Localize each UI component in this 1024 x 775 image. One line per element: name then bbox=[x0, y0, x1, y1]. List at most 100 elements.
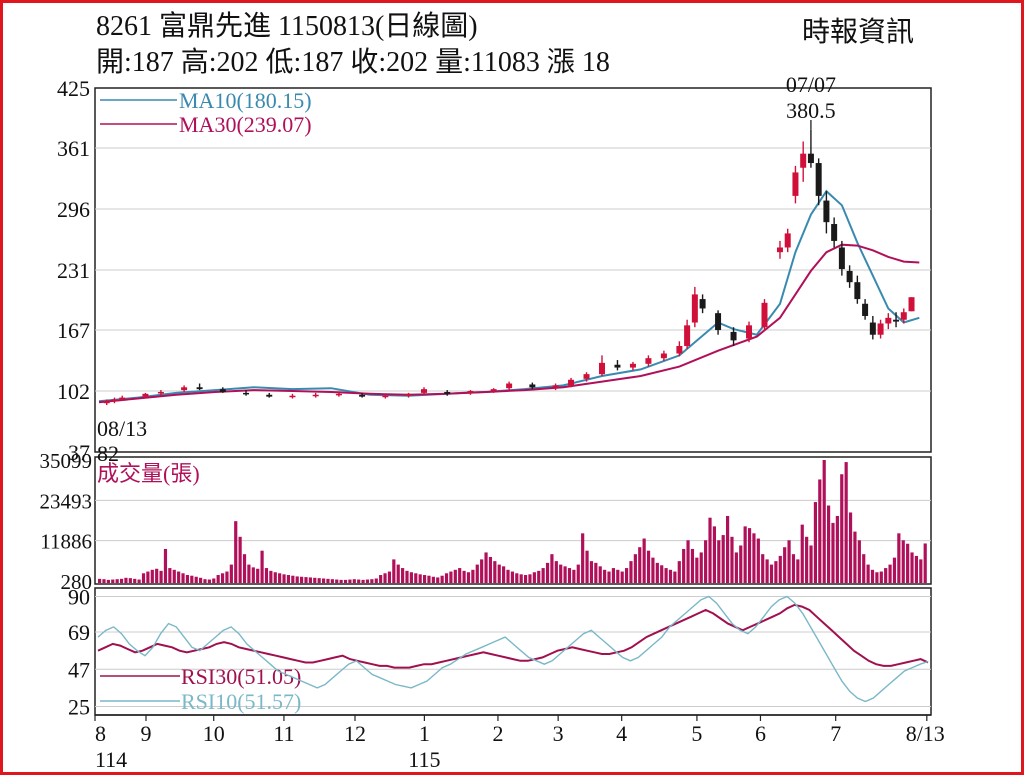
volume-tick-label: 23493 bbox=[40, 489, 93, 513]
candle-body bbox=[111, 399, 118, 401]
volume-bar bbox=[541, 568, 545, 583]
volume-bar bbox=[370, 579, 374, 583]
volume-bar bbox=[638, 547, 642, 583]
volume-bar bbox=[172, 569, 176, 583]
candle-body bbox=[862, 303, 869, 316]
x-tick-label: 11 bbox=[273, 721, 294, 746]
volume-bar bbox=[704, 540, 708, 583]
volume-bar bbox=[844, 462, 848, 583]
volume-bar bbox=[146, 571, 150, 583]
volume-bar bbox=[207, 579, 211, 583]
volume-bar bbox=[308, 577, 312, 583]
volume-bar bbox=[805, 536, 809, 583]
volume-bar bbox=[686, 540, 690, 583]
candle-body bbox=[421, 389, 428, 393]
price-tick-label: 296 bbox=[57, 197, 90, 222]
volume-bar bbox=[458, 568, 462, 583]
x-tick-label: 12 bbox=[344, 721, 366, 746]
volume-bar bbox=[379, 575, 383, 583]
volume-bar bbox=[879, 571, 883, 583]
volume-bar bbox=[581, 533, 585, 583]
volume-bar bbox=[159, 570, 163, 583]
volume-bar bbox=[752, 533, 756, 583]
price-tick-label: 167 bbox=[57, 318, 90, 343]
volume-bar bbox=[119, 578, 124, 583]
volume-bar bbox=[264, 568, 269, 583]
volume-bar bbox=[444, 573, 449, 583]
volume-bar bbox=[550, 554, 554, 583]
volume-bar bbox=[137, 579, 141, 583]
x-tick-label: 8/13 bbox=[906, 721, 945, 746]
candle-body bbox=[838, 247, 845, 270]
candle-body bbox=[823, 200, 830, 223]
volume-bar bbox=[115, 579, 119, 583]
rsi-tick-label: 25 bbox=[68, 695, 90, 720]
chart-title: 8261 富鼎先進 1150813(日線圖) bbox=[96, 11, 478, 42]
candle-body bbox=[552, 385, 559, 388]
candle-body bbox=[831, 224, 838, 241]
volume-bar bbox=[141, 573, 146, 583]
volume-bar bbox=[532, 572, 536, 583]
candle-body bbox=[900, 312, 907, 320]
volume-bar bbox=[273, 572, 277, 583]
volume-bar bbox=[422, 575, 427, 583]
ma30-legend: MA30(239.07) bbox=[179, 112, 312, 137]
volume-bar bbox=[339, 579, 343, 583]
volume-bar bbox=[330, 579, 334, 583]
volume-bar bbox=[756, 538, 760, 583]
rsi-tick-label: 69 bbox=[68, 620, 90, 645]
volume-bar bbox=[427, 575, 431, 583]
volume-bar bbox=[352, 579, 356, 583]
x-tick-label: 3 bbox=[553, 721, 564, 746]
volume-bar bbox=[897, 533, 901, 583]
rsi-tick-label: 47 bbox=[68, 657, 90, 682]
volume-bar bbox=[343, 579, 348, 583]
volume-bar bbox=[919, 559, 923, 583]
peak-date-label: 07/07 bbox=[786, 72, 836, 97]
x-tick-label: 1 bbox=[419, 721, 430, 746]
candle-body bbox=[181, 387, 188, 391]
volume-bar bbox=[690, 548, 695, 583]
volume-bar bbox=[102, 579, 106, 583]
volume-bar bbox=[510, 571, 514, 583]
volume-tick-label: 280 bbox=[61, 570, 93, 594]
volume-bar bbox=[405, 570, 409, 583]
candle-body bbox=[691, 294, 698, 323]
price-tick-label: 361 bbox=[57, 136, 90, 161]
volume-bar bbox=[835, 515, 839, 583]
volume-bar bbox=[111, 579, 115, 583]
rsi10-legend: RSI10(51.57) bbox=[181, 689, 301, 714]
candle-body bbox=[715, 313, 722, 331]
volume-bar bbox=[326, 578, 330, 583]
volume-bar bbox=[523, 575, 528, 583]
candle-body bbox=[854, 282, 861, 300]
volume-bar bbox=[190, 575, 194, 583]
volume-bar bbox=[502, 566, 506, 583]
candle-body bbox=[908, 297, 915, 312]
volume-bar bbox=[480, 559, 484, 583]
volume-bar bbox=[717, 540, 721, 583]
volume-bar bbox=[128, 578, 132, 583]
candle-body bbox=[893, 319, 900, 322]
peak-value-label: 380.5 bbox=[786, 98, 836, 123]
volume-bar bbox=[313, 577, 317, 583]
candle-body bbox=[807, 153, 814, 164]
candle-body bbox=[405, 393, 412, 396]
candle-body bbox=[312, 394, 319, 397]
candle-body bbox=[289, 395, 296, 398]
volume-bar bbox=[848, 512, 853, 583]
volume-bar bbox=[884, 568, 888, 583]
volume-bar bbox=[163, 548, 168, 583]
volume-bar bbox=[256, 568, 260, 583]
volume-bar bbox=[374, 578, 378, 583]
price-tick-label: 102 bbox=[57, 379, 90, 404]
volume-panel bbox=[94, 456, 932, 585]
volume-bar bbox=[559, 564, 563, 583]
volume-bar bbox=[234, 521, 238, 583]
x-tick-label: 5 bbox=[691, 721, 702, 746]
volume-bar bbox=[247, 564, 251, 583]
volume-bar bbox=[278, 573, 282, 583]
candle-body bbox=[815, 163, 822, 196]
volume-bar bbox=[155, 568, 159, 583]
